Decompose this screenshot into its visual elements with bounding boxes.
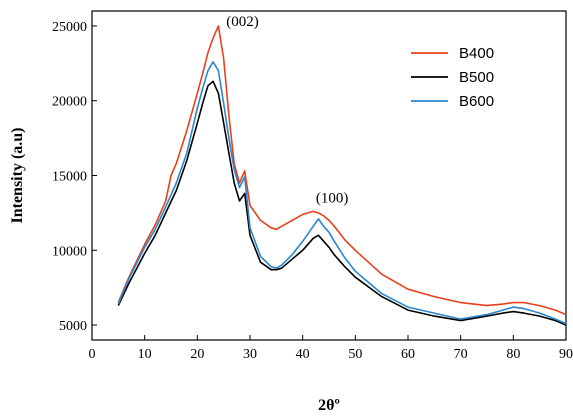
y-tick-label: 5000 xyxy=(59,319,87,334)
y-tick-label: 15000 xyxy=(52,170,87,185)
x-tick-label: 20 xyxy=(190,347,204,362)
axis-ticks: 0 10 20 30 40 50 60 70 80 90 5000 10000 15000 20000 25… xyxy=(52,20,573,362)
series-line-b600 xyxy=(117,61,567,325)
legend-label: B500 xyxy=(459,69,494,86)
y-axis-title: Intensity (a.u) xyxy=(9,127,26,223)
x-tick-label: 10 xyxy=(138,347,152,362)
series-lines xyxy=(117,25,567,326)
legend-label: B400 xyxy=(459,45,494,62)
y-tick-label: 25000 xyxy=(52,20,87,35)
x-axis-title: 2θº xyxy=(318,397,340,414)
peak-annotations: (002) (100) xyxy=(226,14,348,206)
peak-label: (100) xyxy=(316,190,349,206)
legend: B400 B500 B600 xyxy=(411,45,494,110)
peak-label: (002) xyxy=(226,14,258,30)
x-tick-label: 80 xyxy=(506,347,520,362)
legend-label: B600 xyxy=(459,93,494,110)
x-tick-label: 40 xyxy=(296,347,310,362)
x-tick-label: 30 xyxy=(243,347,257,362)
series-line-b400 xyxy=(117,25,567,316)
x-tick-label: 60 xyxy=(401,347,415,362)
x-tick-label: 50 xyxy=(348,347,362,362)
x-tick-label: 0 xyxy=(89,347,96,362)
plot-frame xyxy=(91,10,567,341)
x-tick-label: 90 xyxy=(559,347,573,362)
y-tick-label: 10000 xyxy=(52,244,87,259)
series-line-b500 xyxy=(117,80,567,326)
x-tick-label: 70 xyxy=(454,347,468,362)
y-tick-label: 20000 xyxy=(52,95,87,110)
